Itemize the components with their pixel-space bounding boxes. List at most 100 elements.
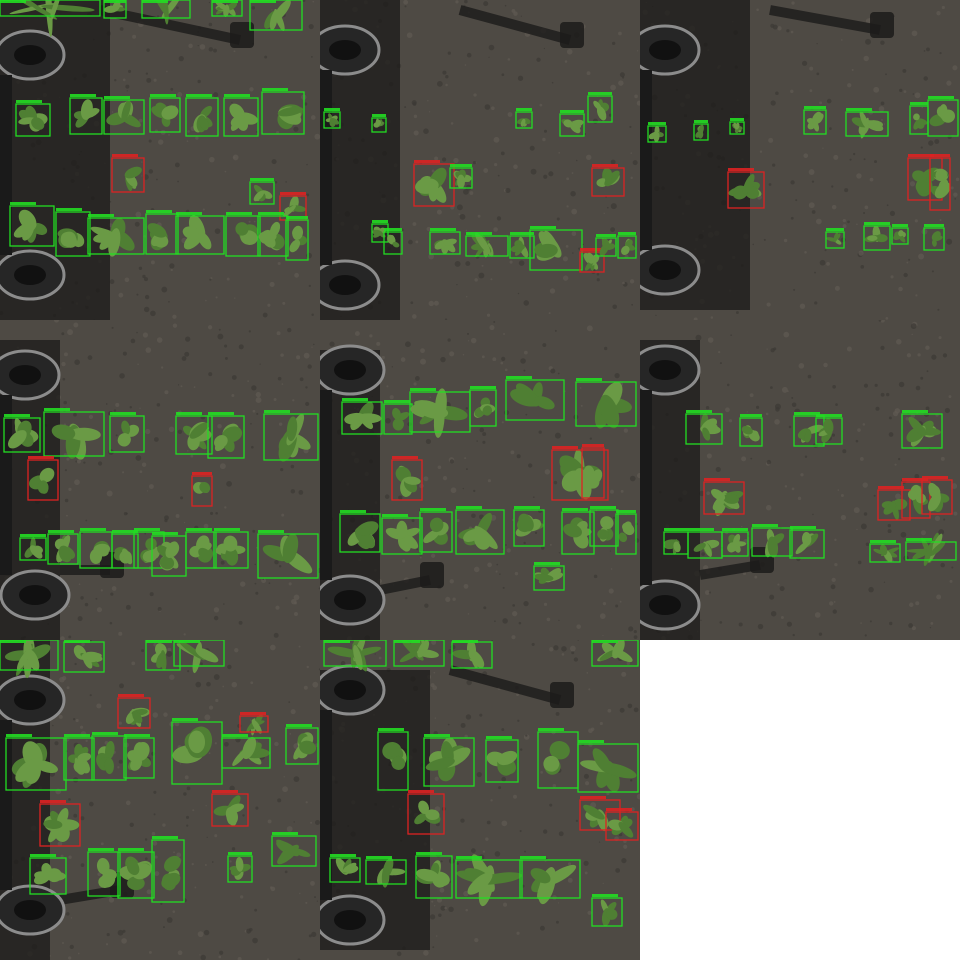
box-label-tag [534,562,560,565]
soil-clod [583,860,589,866]
leaf [931,239,937,247]
soil-clod [186,824,189,827]
soil-clod [469,191,474,196]
soil-clod [378,656,382,660]
soil-clod [599,721,603,726]
soil-clod [456,518,460,523]
soil-clod [860,622,862,624]
soil-clod [276,331,281,336]
soil-clod [790,180,795,185]
soil-clod [148,139,152,143]
soil-clod [238,344,244,350]
soil-clod [119,373,125,379]
soil-clod [549,543,552,546]
soil-clod [502,586,505,589]
soil-clod [906,261,909,264]
box-label-tag [590,506,616,509]
leaf [416,868,440,882]
crop-bounding-box [123,737,155,779]
crop-plant [278,413,311,462]
soil-clod [269,644,276,651]
weed-bounding-box [605,811,639,841]
box-label-tag [902,478,928,481]
soil-clod [414,376,420,381]
soil-clod [923,76,928,81]
soil-clod [274,560,279,565]
weed-plant [414,800,441,825]
box-label-tag [240,712,266,715]
weed-bounding-box [591,167,625,197]
crop-plant [127,742,151,771]
crop-plant [456,854,523,907]
soil-clod [911,30,918,37]
soil-clod [306,665,310,669]
soil-clod [840,237,846,243]
crop-bounding-box [323,111,341,129]
soil-clod [556,920,559,924]
soil-clod [177,180,179,183]
soil-clod [425,438,432,445]
soil-clod [772,163,776,167]
leaf [534,396,555,410]
soil-clod [61,676,67,681]
soil-clod [238,620,243,625]
soil-clod [494,620,496,623]
crop-plant [561,119,584,134]
soil-clod [80,596,84,600]
box-label-tag [30,854,56,857]
soil-clod [424,603,429,608]
soil-clod [106,932,110,937]
soil-clod [483,168,489,173]
soil-clod [209,278,212,281]
soil-clod [955,177,960,182]
soil-clod [433,905,436,907]
soil-clod [865,38,871,45]
soil-clod [790,30,794,34]
soil-clod [834,563,838,567]
soil-clod [813,550,816,553]
crop-bounding-box [455,509,505,555]
soil-clod [204,714,211,721]
leaf [416,649,439,658]
box-label-tag [174,640,200,643]
crop-bounding-box [905,541,957,561]
weed-bounding-box [413,163,455,207]
soil-clod [576,624,581,629]
crop-plant [533,567,564,584]
soil-clod [68,956,72,960]
soil-clod [232,154,239,161]
box-label-tag [450,164,472,167]
crop-plant [387,234,400,248]
soil-clod [575,819,579,822]
soil-clod [883,123,886,125]
soil-clod [874,160,877,164]
soil-clod [525,734,528,737]
leaf [443,238,457,246]
soil-clod [465,295,468,298]
soil-clod [185,815,190,819]
soil-clod [592,118,598,124]
soil-clod [857,428,861,432]
soil-clod [298,490,304,495]
soil-clod [476,771,482,778]
leaf [867,235,878,241]
soil-clod [84,602,89,607]
box-label-tag [694,120,708,123]
soil-clod [749,393,754,398]
box-label-tag [424,734,450,737]
soil-clod [462,354,465,356]
box-label-tag [6,734,32,737]
soil-clod [255,397,262,404]
soil-clod [253,220,256,223]
soil-clod [105,403,108,405]
leaf [156,652,166,669]
box-label-tag [790,526,816,529]
box-label-tag [408,790,434,793]
soil-clod [701,552,705,556]
crop-plant [235,222,258,245]
crop-plant [106,99,141,128]
crop-plant [530,864,577,905]
soil-clod [608,113,612,117]
leaf [913,113,920,121]
soil-clod [80,863,85,867]
